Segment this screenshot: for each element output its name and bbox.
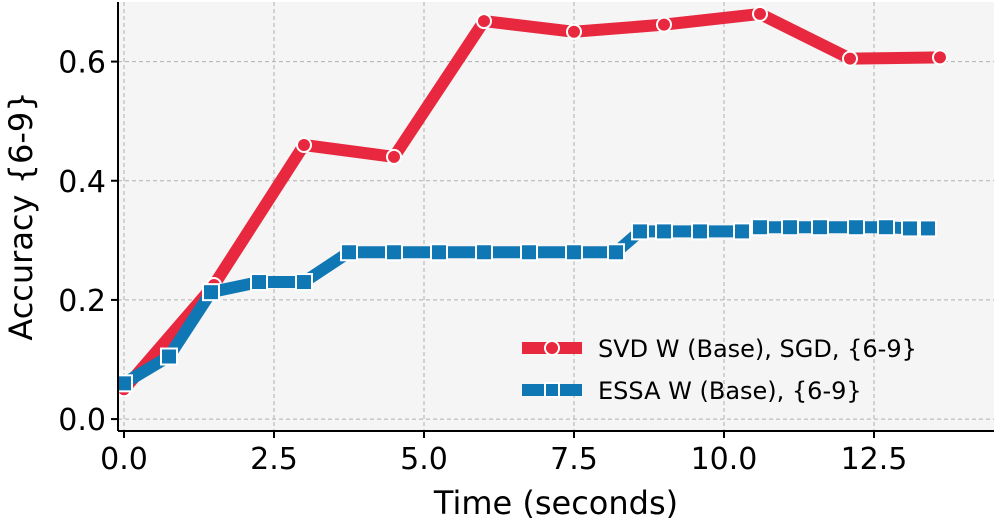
x-tick-label: 2.5 — [250, 442, 298, 477]
data-point — [752, 5, 768, 22]
data-point — [475, 243, 493, 262]
legend-marker-svd — [544, 340, 560, 356]
x-tick-label: 7.5 — [550, 442, 598, 477]
legend: SVD W (Base), SGD, {6-9} ESSA W (Base), … — [522, 335, 917, 405]
legend-label-essa: ESSA W (Base), {6-9} — [598, 377, 862, 405]
x-axis-title: Time (seconds) — [433, 484, 678, 522]
data-point — [631, 222, 649, 241]
data-point — [430, 243, 448, 262]
data-point — [565, 243, 583, 262]
data-point — [733, 222, 751, 241]
data-point — [340, 243, 358, 262]
axis-ticks: 0.0 2.5 5.0 7.5 10.0 12.5 0.0 0.2 0.4 0.6 — [58, 46, 907, 477]
series-layer — [115, 5, 948, 398]
data-point — [566, 23, 582, 40]
x-tick-label: 10.0 — [691, 442, 758, 477]
data-point — [811, 218, 829, 237]
data-point — [781, 218, 799, 237]
data-point — [656, 16, 672, 33]
data-point — [296, 137, 312, 153]
series-line-0 — [118, 7, 946, 396]
y-tick-label: 0.6 — [58, 46, 106, 81]
data-point — [160, 347, 178, 366]
data-point — [932, 49, 948, 66]
data-point — [250, 273, 268, 292]
y-tick-label: 0.2 — [58, 284, 106, 319]
plot-background — [118, 2, 994, 431]
data-point — [202, 283, 220, 302]
data-point — [655, 222, 673, 241]
data-point — [751, 218, 769, 237]
data-point — [385, 243, 403, 262]
data-point — [919, 219, 937, 238]
data-point — [901, 219, 919, 238]
data-point — [607, 243, 625, 262]
data-point — [476, 13, 492, 30]
data-point — [847, 218, 865, 237]
x-tick-label: 0.0 — [100, 442, 148, 477]
y-axis-title: Accuracy {6-9} — [2, 91, 40, 340]
legend-label-svd: SVD W (Base), SGD, {6-9} — [598, 335, 917, 363]
y-tick-label: 0.4 — [58, 165, 106, 200]
data-point — [386, 148, 402, 165]
data-point — [520, 243, 538, 262]
data-point — [877, 218, 895, 237]
data-point — [842, 50, 858, 67]
y-tick-label: 0.0 — [58, 403, 106, 438]
data-point — [691, 222, 709, 241]
data-point — [115, 374, 133, 393]
x-tick-label: 5.0 — [400, 442, 448, 477]
x-tick-label: 12.5 — [841, 442, 908, 477]
data-point — [295, 273, 313, 292]
legend-marker-essa — [544, 382, 560, 398]
